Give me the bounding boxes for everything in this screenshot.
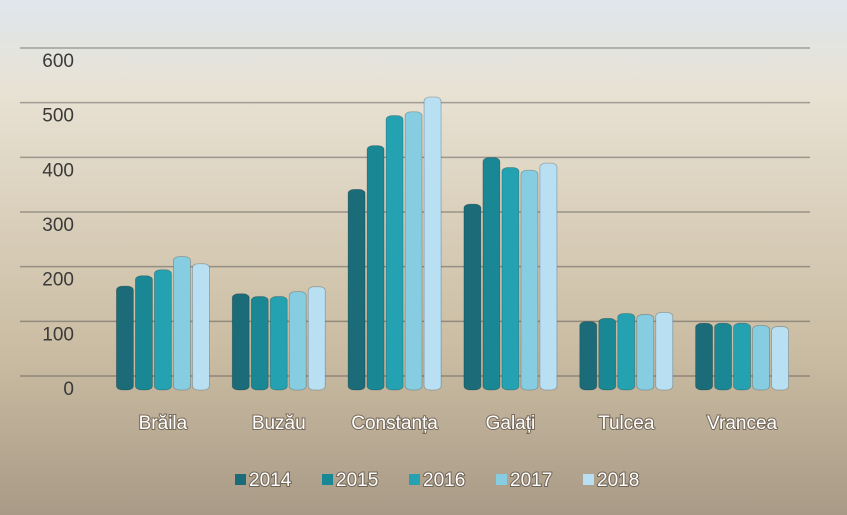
legend-marker <box>409 474 420 485</box>
bar <box>423 96 442 391</box>
y-tick-label: 100 <box>42 324 74 345</box>
bar <box>307 286 326 391</box>
y-tick-label: 300 <box>42 215 74 236</box>
y-tick-label: 500 <box>42 106 74 127</box>
legend-label: 2018 <box>597 470 639 491</box>
bar <box>173 256 191 391</box>
bar <box>636 314 655 391</box>
bar <box>482 157 501 391</box>
bar <box>617 313 636 391</box>
legend-marker <box>322 474 333 485</box>
y-tick-label: 0 <box>63 379 74 400</box>
x-tick-label: Brăila <box>139 413 188 434</box>
legend-label: 2014 <box>249 470 292 491</box>
y-tick-label: 200 <box>42 270 74 291</box>
bar <box>231 293 250 391</box>
bar <box>695 322 713 391</box>
bar <box>250 296 269 391</box>
bar <box>404 111 423 391</box>
bar <box>385 115 404 391</box>
bar <box>366 145 385 391</box>
bar <box>714 322 732 391</box>
x-tick-label: Vrancea <box>707 413 777 434</box>
y-tick-label: 600 <box>42 51 74 72</box>
x-tick-label: Tulcea <box>598 413 655 434</box>
bar <box>347 188 366 391</box>
bar <box>655 311 674 391</box>
bar <box>269 296 288 391</box>
y-tick-label: 400 <box>42 160 74 181</box>
legend-marker <box>583 474 594 485</box>
bar <box>771 326 789 391</box>
x-tick-label: Galați <box>486 413 536 434</box>
bar <box>135 275 153 391</box>
bar <box>192 263 210 391</box>
bar <box>598 317 617 391</box>
legend-label: 2017 <box>510 470 552 491</box>
bar <box>154 269 172 391</box>
bar <box>520 169 539 391</box>
bar <box>463 203 482 391</box>
bar <box>733 322 751 391</box>
legend-marker <box>496 474 507 485</box>
legend-label: 2016 <box>423 470 465 491</box>
bar <box>288 291 307 391</box>
legend-label: 2015 <box>336 470 378 491</box>
bar <box>579 321 598 391</box>
bar <box>116 285 134 391</box>
legend-marker <box>235 474 246 485</box>
bar <box>752 325 770 391</box>
x-tick-label: Buzău <box>252 413 306 434</box>
x-tick-label: Constanța <box>351 413 438 434</box>
bar <box>539 162 558 391</box>
bar <box>501 167 520 391</box>
